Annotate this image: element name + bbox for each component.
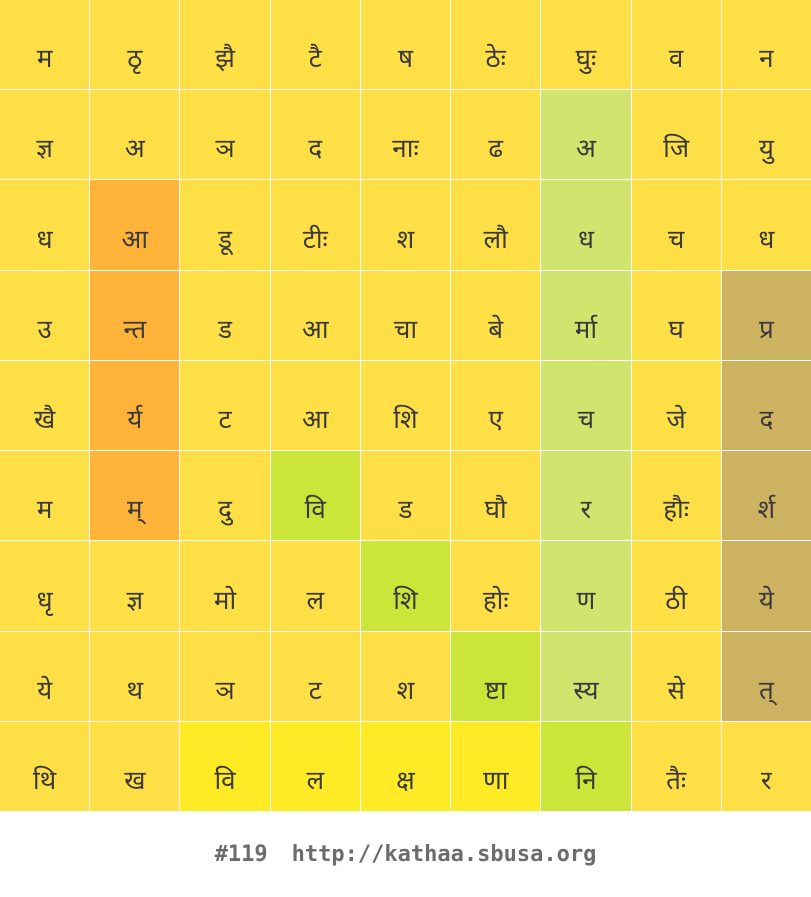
letter-grid: म ठृ झै टै ष ठेः घुः व न ज्ञ अ ञ द नाः ढ अ जि यु ध आ डू टीः श ल… [0,0,811,811]
grid-cell-r5-c1[interactable]: खै [0,360,90,451]
grid-cell-r2-c6[interactable]: ढ [451,90,541,180]
grid-cell-r7-c3[interactable]: मो [180,541,270,631]
grid-cell-r5-c6[interactable]: ए [451,360,541,451]
grid-cell-r3-c4[interactable]: टीः [270,180,360,270]
grid-cell-r3-c5[interactable]: श [360,180,451,270]
grid-cell-r1-c7[interactable]: घुः [541,0,631,90]
grid-cell-r5-c5[interactable]: शि [360,360,451,451]
grid-cell-r4-c7[interactable]: र्मा [541,270,631,360]
grid-cell-r3-c1[interactable]: ध [0,180,90,270]
grid-cell-r1-c1[interactable]: म [0,0,90,90]
grid-cell-r1-c2[interactable]: ठृ [90,0,180,90]
grid-cell-r8-c2[interactable]: थ [90,631,180,721]
grid-cell-r7-c5[interactable]: शि [360,541,451,631]
grid-cell-r2-c3[interactable]: ञ [180,90,270,180]
grid-cell-r1-c9[interactable]: न [721,0,811,90]
grid-cell-r6-c3[interactable]: दु [180,451,270,541]
grid-cell-r5-c2[interactable]: र्य [90,360,180,451]
grid-cell-r8-c6[interactable]: ष्टा [451,631,541,721]
grid-cell-r6-c8[interactable]: हौः [631,451,721,541]
grid-cell-r2-c2[interactable]: अ [90,90,180,180]
grid-cell-r6-c1[interactable]: म [0,451,90,541]
grid-cell-r7-c4[interactable]: ल [270,541,360,631]
grid-cell-r5-c8[interactable]: जे [631,360,721,451]
grid-cell-r4-c2[interactable]: न्त [90,270,180,360]
grid-cell-r4-c1[interactable]: उ [0,270,90,360]
puzzle-number: #119 [214,841,268,867]
grid-cell-r7-c7[interactable]: ण [541,541,631,631]
grid-cell-r8-c4[interactable]: ट [270,631,360,721]
grid-cell-r4-c6[interactable]: बे [451,270,541,360]
grid-cell-r1-c6[interactable]: ठेः [451,0,541,90]
grid-cell-r7-c1[interactable]: धृ [0,541,90,631]
grid-cell-r2-c7[interactable]: अ [541,90,631,180]
grid-cell-r6-c5[interactable]: ड [360,451,451,541]
site-url: http://kathaa.sbusa.org [291,841,597,867]
grid-cell-r9-c2[interactable]: ख [90,721,180,811]
grid-cell-r5-c7[interactable]: च [541,360,631,451]
grid-cell-r9-c1[interactable]: थि [0,721,90,811]
grid-cell-r2-c9[interactable]: यु [721,90,811,180]
grid-cell-r4-c9[interactable]: प्र [721,270,811,360]
grid-cell-r3-c3[interactable]: डू [180,180,270,270]
grid-cell-r1-c8[interactable]: व [631,0,721,90]
grid-cell-r6-c9[interactable]: र्श [721,451,811,541]
grid-cell-r6-c4[interactable]: वि [270,451,360,541]
grid-cell-r3-c7[interactable]: ध [541,180,631,270]
grid-cell-r9-c9[interactable]: र [721,721,811,811]
grid-cell-r6-c6[interactable]: घौ [451,451,541,541]
footer: #119 http://kathaa.sbusa.org [0,811,811,897]
grid-cell-r4-c5[interactable]: चा [360,270,451,360]
grid-cell-r9-c7[interactable]: नि [541,721,631,811]
grid-cell-r9-c3[interactable]: वि [180,721,270,811]
grid-cell-r3-c8[interactable]: च [631,180,721,270]
grid-cell-r6-c7[interactable]: र [541,451,631,541]
grid-cell-r9-c4[interactable]: ल [270,721,360,811]
grid-cell-r8-c9[interactable]: त् [721,631,811,721]
grid-cell-r8-c8[interactable]: से [631,631,721,721]
grid-cell-r7-c2[interactable]: ज्ञ [90,541,180,631]
grid-cell-r4-c8[interactable]: घ [631,270,721,360]
grid-cell-r6-c2[interactable]: म् [90,451,180,541]
grid-cell-r9-c5[interactable]: क्ष [360,721,451,811]
grid-cell-r7-c6[interactable]: होः [451,541,541,631]
grid-cell-r2-c4[interactable]: द [270,90,360,180]
grid-cell-r3-c9[interactable]: ध [721,180,811,270]
grid-cell-r1-c3[interactable]: झै [180,0,270,90]
grid-cell-r8-c7[interactable]: स्य [541,631,631,721]
grid-cell-r2-c5[interactable]: नाः [360,90,451,180]
grid-cell-r1-c5[interactable]: ष [360,0,451,90]
grid-cell-r4-c3[interactable]: ड [180,270,270,360]
grid-cell-r1-c4[interactable]: टै [270,0,360,90]
grid-cell-r7-c8[interactable]: ठी [631,541,721,631]
grid-cell-r8-c5[interactable]: श [360,631,451,721]
grid-cell-r3-c2[interactable]: आ [90,180,180,270]
grid-cell-r7-c9[interactable]: ये [721,541,811,631]
grid-cell-r9-c8[interactable]: तैः [631,721,721,811]
grid-cell-r5-c3[interactable]: ट [180,360,270,451]
grid-cell-r5-c4[interactable]: आ [270,360,360,451]
grid-cell-r3-c6[interactable]: लौ [451,180,541,270]
grid-cell-r8-c3[interactable]: ञ [180,631,270,721]
grid-cell-r4-c4[interactable]: आ [270,270,360,360]
grid-cell-r2-c8[interactable]: जि [631,90,721,180]
grid-cell-r5-c9[interactable]: द [721,360,811,451]
grid-cell-r8-c1[interactable]: ये [0,631,90,721]
grid-cell-r9-c6[interactable]: णा [451,721,541,811]
grid-cell-r2-c1[interactable]: ज्ञ [0,90,90,180]
